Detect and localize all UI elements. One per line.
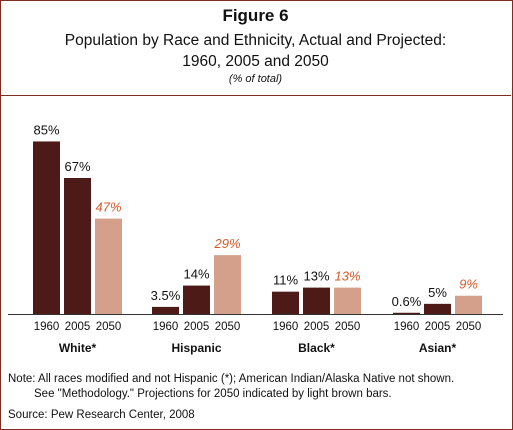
year-label-asian-1960: 1960	[394, 321, 420, 333]
figure-subtitle: Population by Race and Ethnicity, Actual…	[0, 30, 511, 72]
year-label-white-2050: 2050	[96, 321, 122, 333]
figure-label: Figure 6	[222, 6, 289, 25]
unit-label: (% of total)	[228, 73, 283, 85]
bar-hispanic-1960	[152, 306, 179, 314]
figure-header: Figure 6 Population by Race and Ethnicit…	[0, 0, 511, 96]
value-label-hispanic-1960: 3.5%	[151, 288, 181, 303]
category-label-asian: Asian*	[419, 341, 457, 355]
value-label-hispanic-2005: 14%	[183, 267, 209, 282]
value-label-hispanic-2050: 29%	[213, 236, 240, 251]
bar-hispanic-2050	[214, 255, 241, 314]
value-label-black-2050: 13%	[334, 269, 360, 284]
year-label-white-1960: 1960	[34, 321, 60, 333]
year-label-hispanic-1960: 1960	[153, 321, 179, 333]
bar-asian-2050	[455, 295, 482, 314]
bar-asian-1960	[393, 312, 420, 314]
category-label-hispanic: Hispanic	[171, 341, 221, 355]
year-label-black-1960: 1960	[273, 321, 299, 333]
note-line-1: Note: All races modified and not Hispani…	[8, 373, 455, 385]
year-label-hispanic-2005: 2005	[184, 321, 210, 333]
value-label-asian-2005: 5%	[428, 285, 447, 300]
subtitle-line-2: 1960, 2005 and 2050	[182, 53, 329, 70]
value-label-white-2050: 47%	[95, 200, 121, 215]
subtitle-line-1: Population by Race and Ethnicity, Actual…	[64, 32, 447, 49]
bar-white-1960	[33, 141, 60, 314]
bar-asian-2005	[424, 303, 451, 314]
value-label-white-1960: 85%	[33, 122, 59, 137]
year-label-white-2005: 2005	[65, 321, 91, 333]
value-label-black-1960: 11%	[273, 273, 298, 288]
note-line-2: See "Methodology." Projections for 2050 …	[34, 388, 392, 400]
bar-black-1960	[272, 291, 299, 314]
value-label-white-2005: 67%	[64, 159, 90, 174]
category-label-white: White*	[59, 341, 97, 355]
bar-black-2005	[303, 287, 330, 314]
value-label-asian-1960: 0.6%	[392, 294, 422, 309]
year-label-black-2050: 2050	[335, 321, 361, 333]
bar-chart: 85% 1960 67% 2005 47% 2050 White* 3.5% 1960 14% 20…	[8, 122, 503, 355]
source-note: Source: Pew Research Center, 2008	[8, 409, 195, 421]
value-label-black-2005: 13%	[303, 269, 329, 284]
bar-white-2005	[64, 177, 91, 314]
year-label-asian-2005: 2005	[425, 321, 451, 333]
bar-black-2050	[334, 287, 361, 314]
year-label-asian-2050: 2050	[456, 321, 482, 333]
year-label-hispanic-2050: 2050	[215, 321, 241, 333]
value-label-asian-2050: 9%	[459, 277, 478, 292]
bar-hispanic-2005	[183, 285, 210, 314]
chart-note: Note: All races modified and not Hispani…	[8, 372, 508, 402]
bar-white-2050	[95, 218, 122, 314]
year-label-black-2005: 2005	[304, 321, 330, 333]
category-label-black: Black*	[298, 341, 335, 355]
